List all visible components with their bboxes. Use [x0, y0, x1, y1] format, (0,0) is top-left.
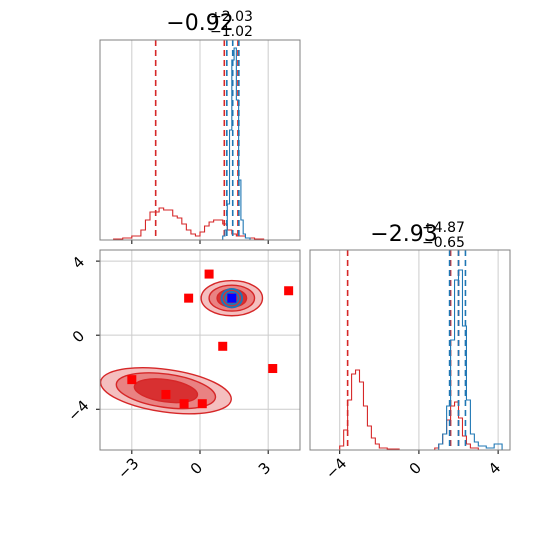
right-hist-xtick-label: 0: [406, 459, 425, 478]
blue-contour-level: [220, 287, 244, 309]
red-square-marker: [284, 286, 294, 296]
right-title-value: −2.93: [370, 222, 437, 247]
right-hist-xtick-label: −4: [322, 454, 350, 482]
right-hist-xtick-label: 4: [485, 459, 504, 478]
joint-frame: [99, 249, 301, 451]
joint-xtick-label: 0: [187, 459, 206, 478]
top-hist-histogram-series: [104, 207, 265, 241]
joint-ytick-label: 4: [69, 253, 88, 272]
red-square-marker: [161, 389, 171, 399]
blue-square-marker: [227, 293, 237, 303]
red-square-marker: [204, 269, 214, 279]
joint-scatter-panel: −3 0 3 −4 0 4: [64, 249, 301, 483]
top-title-minus: −1.02: [210, 24, 253, 40]
red-square-marker: [197, 399, 207, 409]
top-title-plus: +2.03: [210, 9, 253, 25]
joint-xtick-label: 3: [255, 459, 274, 478]
red-square-marker: [184, 293, 194, 303]
right-hist-frame: [309, 249, 511, 451]
right-histogram-title: −2.93: [370, 222, 437, 247]
right-hist-histogram-series: [331, 369, 479, 451]
red-square-marker: [127, 375, 137, 385]
right-hist-histogram-series: [434, 269, 503, 451]
top-title-value: −0.92: [166, 11, 233, 36]
top-hist-histogram-series: [218, 47, 251, 241]
joint-xtick-label: −3: [114, 454, 142, 482]
joint-ytick-label: −4: [64, 397, 92, 425]
blue-contour-level: [224, 291, 240, 306]
top-histogram-title: −0.92: [166, 11, 233, 36]
right-histogram-panel: −4 0 4: [309, 249, 511, 483]
red-square-marker: [218, 341, 228, 351]
joint-ytick-label: 0: [69, 327, 88, 346]
red-square-marker: [179, 399, 189, 409]
red-square-marker: [268, 364, 278, 374]
top-hist-frame: [99, 39, 301, 241]
right-title-plus: +4.87: [422, 220, 465, 236]
right-title-minus: −0.65: [422, 235, 465, 251]
top-histogram-panel: [99, 39, 301, 244]
